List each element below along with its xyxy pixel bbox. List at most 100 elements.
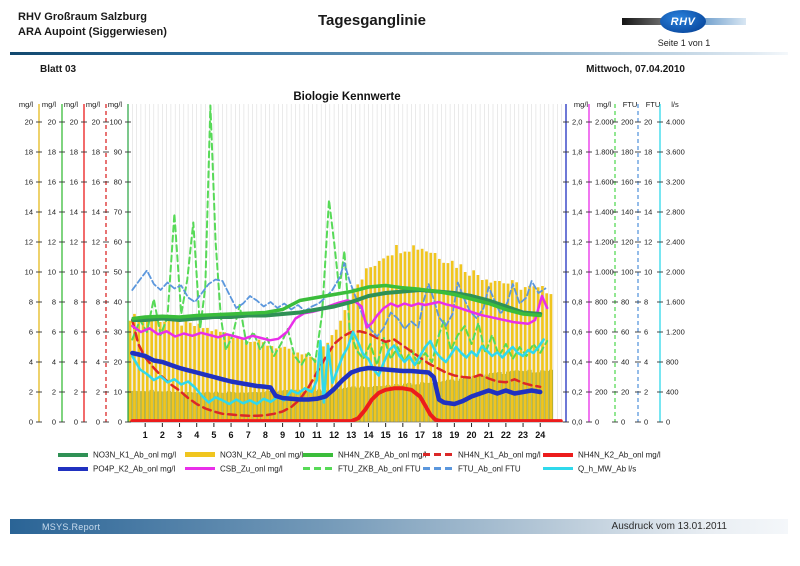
svg-text:l/s: l/s (671, 100, 679, 109)
svg-text:9: 9 (280, 430, 285, 440)
report-header-org: RHV Großraum Salzburg ARA Aupoint (Sigge… (18, 10, 167, 40)
svg-text:1,0: 1,0 (572, 268, 582, 277)
svg-text:18: 18 (48, 148, 56, 157)
svg-text:10: 10 (114, 388, 122, 397)
svg-text:19: 19 (449, 430, 459, 440)
svg-text:0,0: 0,0 (572, 418, 582, 427)
svg-text:8: 8 (74, 298, 78, 307)
axis-left: 0 2 4 6 8 10 12 14 16 18 20 mg/l (42, 100, 65, 427)
svg-text:20: 20 (621, 388, 629, 397)
axis-left: 0 2 4 6 8 10 12 14 16 18 20 mg/l (19, 100, 42, 427)
svg-text:0: 0 (74, 418, 78, 427)
svg-text:2: 2 (96, 388, 100, 397)
x-axis-labels: 1 2 3 4 5 6 7 8 9 10 11 12 13 14 15 16 17 18 19 20 21 22 23 24 (143, 423, 545, 440)
svg-text:4: 4 (194, 430, 199, 440)
svg-text:3: 3 (177, 430, 182, 440)
series-Q_h_MW (131, 330, 545, 406)
svg-text:21: 21 (484, 430, 494, 440)
svg-text:14: 14 (25, 208, 33, 217)
svg-text:13: 13 (346, 430, 356, 440)
svg-text:2.000: 2.000 (666, 268, 685, 277)
svg-text:0: 0 (52, 418, 56, 427)
svg-text:600: 600 (595, 328, 608, 337)
svg-text:4: 4 (29, 358, 33, 367)
svg-text:18: 18 (644, 148, 652, 157)
svg-text:11: 11 (312, 430, 322, 440)
svg-text:17: 17 (415, 430, 425, 440)
axis-right: 0,0 0,2 0,4 0,6 0,8 1,0 1,2 1,4 1,6 1,8 2,0 mg/l (563, 100, 588, 427)
svg-text:1.400: 1.400 (595, 208, 614, 217)
svg-text:0: 0 (29, 418, 33, 427)
svg-text:4: 4 (74, 358, 78, 367)
svg-text:1.600: 1.600 (595, 178, 614, 187)
svg-text:3.200: 3.200 (666, 178, 685, 187)
axis-right: 0 200 400 600 800 1.000 1.200 1.400 1.600 1.800 2.… (586, 100, 614, 427)
print-date-label: Ausdruck vom 13.01.2011 (611, 521, 727, 532)
svg-text:10: 10 (644, 268, 652, 277)
svg-text:0: 0 (96, 418, 100, 427)
svg-text:12: 12 (25, 238, 33, 247)
svg-text:8: 8 (29, 298, 33, 307)
svg-text:2: 2 (74, 388, 78, 397)
svg-text:10: 10 (70, 268, 78, 277)
series-FTU_Ab (131, 262, 547, 338)
svg-text:8: 8 (644, 298, 648, 307)
svg-text:2.800: 2.800 (666, 208, 685, 217)
axis-right: 0 2 4 6 8 10 12 14 16 18 20 FTU (635, 100, 660, 427)
svg-text:14: 14 (92, 208, 100, 217)
svg-text:1.200: 1.200 (666, 328, 685, 337)
svg-text:80: 80 (621, 298, 629, 307)
logo-ellipse: RHV (660, 10, 706, 33)
axis-right: 0 20 40 60 80 100 120 140 160 180 200 FTU (612, 100, 637, 427)
chart-title: Biologie Kennwerte (293, 91, 400, 103)
svg-text:0: 0 (666, 418, 670, 427)
svg-text:23: 23 (518, 430, 528, 440)
svg-text:16: 16 (25, 178, 33, 187)
svg-text:12: 12 (329, 430, 339, 440)
svg-text:22: 22 (501, 430, 511, 440)
svg-text:1,8: 1,8 (572, 148, 582, 157)
svg-text:FTU: FTU (646, 100, 661, 109)
svg-text:0: 0 (621, 418, 625, 427)
svg-text:12: 12 (92, 238, 100, 247)
footer-bar: MSYS.Report (10, 519, 788, 534)
svg-text:70: 70 (114, 208, 122, 217)
series-CSB_Zu (131, 294, 549, 342)
svg-text:120: 120 (621, 238, 634, 247)
svg-text:0: 0 (644, 418, 648, 427)
svg-text:8: 8 (263, 430, 268, 440)
svg-text:0,6: 0,6 (572, 328, 582, 337)
svg-text:18: 18 (432, 430, 442, 440)
logo-bar-left (622, 18, 672, 25)
svg-text:mg/l: mg/l (108, 100, 123, 109)
svg-text:0: 0 (595, 418, 599, 427)
svg-text:40: 40 (621, 358, 629, 367)
svg-text:18: 18 (70, 148, 78, 157)
svg-text:7: 7 (246, 430, 251, 440)
svg-text:2: 2 (160, 430, 165, 440)
series-PO4P_K2 (130, 350, 543, 407)
org-name: RHV Großraum Salzburg (18, 11, 147, 23)
svg-text:12: 12 (48, 238, 56, 247)
svg-text:6: 6 (52, 328, 56, 337)
svg-text:40: 40 (114, 298, 122, 307)
svg-text:1,4: 1,4 (572, 208, 582, 217)
svg-text:200: 200 (621, 118, 634, 127)
svg-text:1: 1 (143, 430, 148, 440)
svg-text:6: 6 (229, 430, 234, 440)
svg-text:16: 16 (92, 178, 100, 187)
svg-text:18: 18 (92, 148, 100, 157)
svg-text:1.600: 1.600 (666, 298, 685, 307)
svg-text:180: 180 (621, 148, 634, 157)
footer-app-label: MSYS.Report (42, 521, 101, 532)
svg-text:mg/l: mg/l (597, 100, 612, 109)
svg-text:30: 30 (114, 328, 122, 337)
svg-text:20: 20 (25, 118, 33, 127)
svg-text:16: 16 (48, 178, 56, 187)
svg-text:8: 8 (96, 298, 100, 307)
logo-bar-right (696, 18, 746, 25)
svg-text:4: 4 (96, 358, 100, 367)
svg-text:20: 20 (70, 118, 78, 127)
svg-text:mg/l: mg/l (574, 100, 589, 109)
svg-text:18: 18 (25, 148, 33, 157)
